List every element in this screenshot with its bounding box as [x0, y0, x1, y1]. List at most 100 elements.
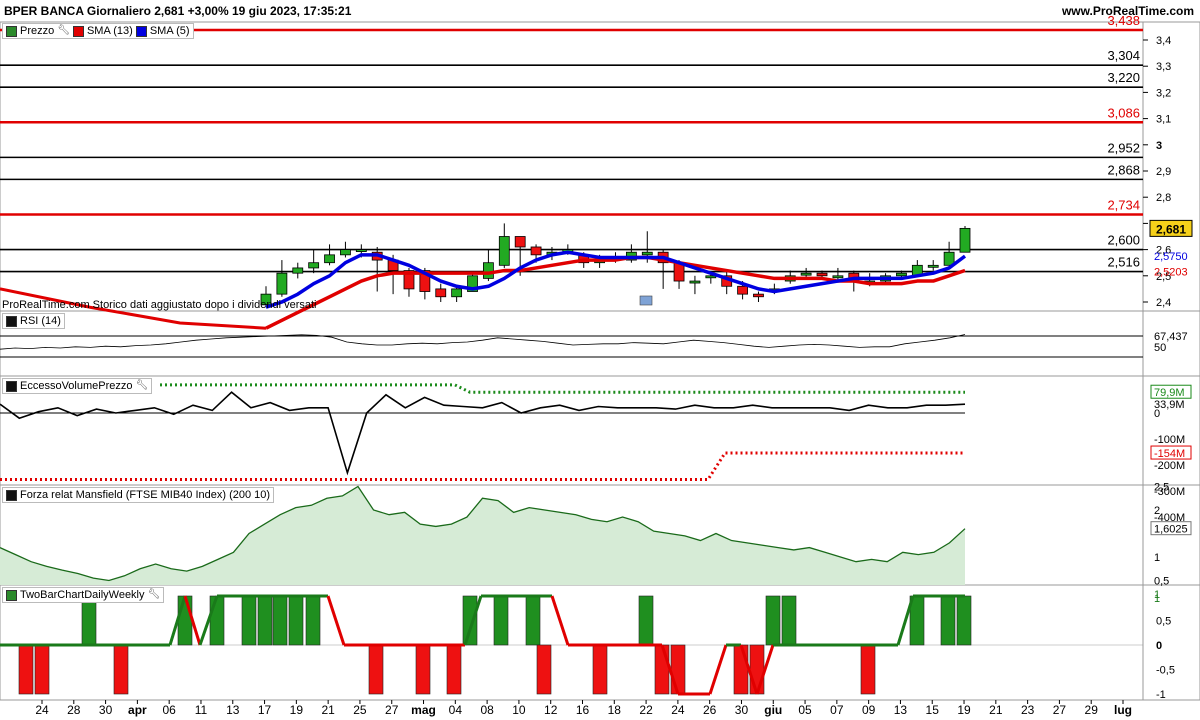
twobar-bar [272, 595, 288, 646]
x-axis-label: 30 [735, 703, 749, 717]
candle [419, 270, 431, 292]
rsi-value-label: 67,437 [1154, 331, 1188, 343]
twobar-panel: 11 0,5 0 -0,5 -1 [0, 589, 1175, 701]
x-axis-label: 27 [385, 703, 399, 717]
support-level-label: 2,734 [1107, 197, 1140, 212]
twobar-bar [765, 595, 781, 646]
x-axis-label: giu [764, 703, 782, 717]
calendar-event-icon [639, 295, 653, 306]
x-axis-label: 13 [226, 703, 240, 717]
site-link[interactable]: www.ProRealTime.com [1061, 4, 1194, 18]
x-axis-label: 27 [1053, 703, 1067, 717]
x-axis-label: 26 [703, 703, 717, 717]
volume-axis-label: -200M [1154, 460, 1185, 472]
support-level-label: 3,304 [1107, 48, 1140, 63]
twobar-signal-line [550, 595, 570, 646]
candle [530, 246, 542, 256]
price-swatch-icon [6, 25, 17, 37]
x-axis-label: 28 [67, 703, 81, 717]
x-axis-label: 24 [35, 703, 49, 717]
candle [435, 288, 447, 298]
chart-header: BPER BANCA Giornaliero 2,681 +3,00% 19 g… [0, 0, 1200, 22]
price-axis-label: 3,1 [1156, 114, 1171, 126]
x-axis-label: 08 [480, 703, 494, 717]
x-axis-label: mag [411, 703, 436, 717]
legend-volume: EccessoVolumePrezzo [20, 380, 133, 392]
x-axis-label: 17 [258, 703, 272, 717]
mansfield-axis-label: 1 [1154, 552, 1160, 564]
wrench-icon[interactable]: 🔧︎ [147, 589, 161, 600]
twobar-legend: TwoBarChartDailyWeekly 🔧︎ [2, 587, 165, 603]
price-axis-label: 2,9 [1156, 166, 1171, 178]
candle [324, 254, 335, 264]
volume-band-badge [1150, 445, 1192, 460]
x-axis-label: apr [128, 703, 147, 717]
mansfield-axis-label: 2,5 [1154, 482, 1169, 494]
support-level-label: 3,438 [1107, 13, 1140, 28]
price-axis-label: 2,8 [1156, 192, 1171, 204]
twobar-bar [940, 595, 956, 646]
candle [308, 262, 320, 269]
candle [498, 236, 510, 266]
x-axis-label: lug [1114, 703, 1132, 717]
x-axis-label: 25 [353, 703, 367, 717]
twobar-bar [288, 595, 304, 646]
candle [276, 272, 288, 295]
volume-axis-label: -100M [1154, 434, 1185, 446]
sma5-line [265, 250, 967, 309]
support-level-label: 3,086 [1107, 105, 1140, 120]
mansfield-swatch-icon [6, 489, 17, 501]
volume-legend: EccessoVolumePrezzo 🔧︎ [2, 378, 153, 394]
twobar-signal-line [463, 595, 483, 646]
legend-sma13: SMA (13) [86, 25, 133, 37]
price-legend: Prezzo 🔧︎ SMA (13) SMA (5) [2, 23, 194, 39]
price-axis-label: 2,5 [1156, 271, 1171, 283]
candle [641, 251, 653, 256]
x-axis-label: 06 [162, 703, 176, 717]
rsi-swatch-icon [6, 315, 17, 327]
twobar-signal-line [708, 644, 728, 695]
sma5-swatch-icon [135, 25, 147, 37]
candle [292, 267, 304, 274]
volume-axis-label: 33,9M [1154, 399, 1185, 411]
last-price-badge [1149, 219, 1193, 237]
sma13-swatch-icon [72, 25, 84, 37]
twobar-bar [446, 644, 462, 695]
sma13-line-tail [0, 287, 267, 330]
twobar-bar [733, 644, 749, 695]
x-axis-label: 05 [798, 703, 812, 717]
twobar-bar [670, 644, 686, 695]
wrench-icon[interactable]: 🔧︎ [57, 25, 70, 36]
legend-price: Prezzo [20, 25, 55, 37]
legend-rsi: RSI (14) [20, 315, 61, 327]
twobar-signal-line [660, 644, 680, 695]
twobar-bar [415, 644, 431, 695]
x-axis-label: 11 [195, 703, 208, 717]
sma5-value-label: 2,5750 [1154, 251, 1188, 263]
candle [753, 293, 764, 298]
candle [403, 270, 415, 290]
candle [800, 272, 812, 276]
candle [705, 275, 717, 279]
mansfield-axis-label: 0,5 [1154, 576, 1169, 588]
volume-axis-label: 79,9M [1154, 387, 1185, 399]
x-axis-label: 18 [608, 703, 622, 717]
mansfield-line [0, 485, 966, 582]
twobar-bar [592, 644, 608, 695]
price-panel: 3,438 3,304 3,220 3,086 2,952 2,868 2,734 2,600… [0, 13, 1193, 330]
x-axis-label: 22 [639, 703, 653, 717]
twobar-signal-line [326, 595, 346, 646]
twobar-signal-line [183, 595, 202, 646]
x-axis-label: 12 [544, 703, 558, 717]
twobar-bar [462, 595, 478, 646]
price-axis-label: 3,3 [1156, 61, 1171, 73]
x-axis-label: 19 [290, 703, 304, 717]
wrench-icon[interactable]: 🔧︎ [135, 380, 149, 391]
x-axis-label: 13 [894, 703, 908, 717]
candle [689, 280, 701, 284]
mansfield-axis-label: 2 [1154, 505, 1160, 517]
mansfield-area [0, 486, 965, 585]
volume-band-badge [1150, 384, 1192, 399]
twobar-bar [241, 595, 257, 646]
